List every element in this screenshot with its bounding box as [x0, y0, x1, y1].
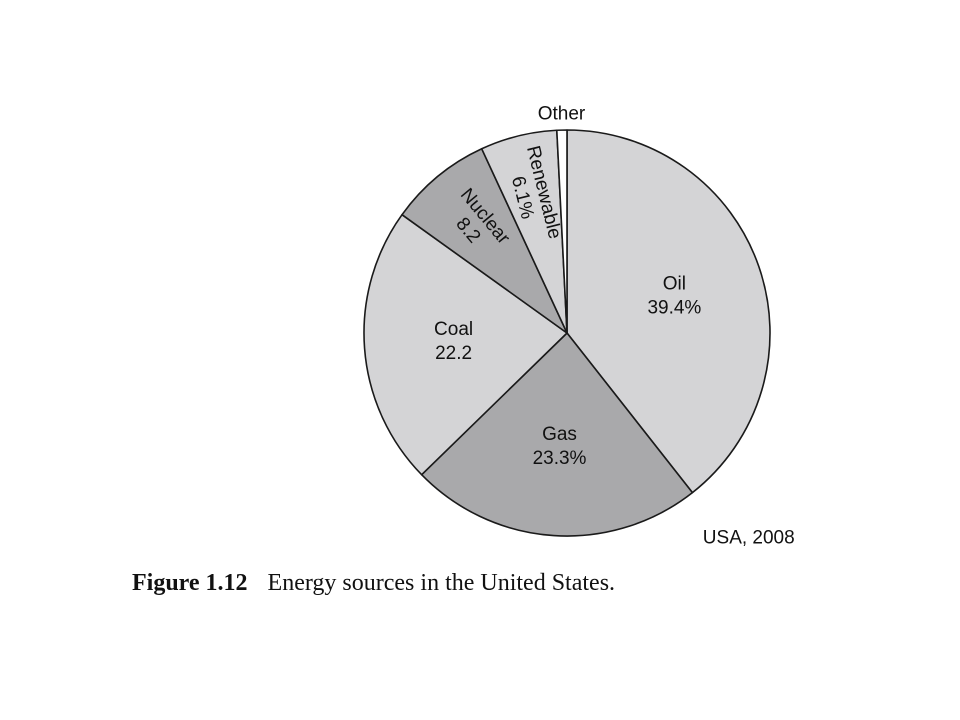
caption-text: Energy sources in the United States. — [267, 570, 616, 596]
figure-number: Figure 1.12 — [132, 570, 248, 596]
pie-slice-other — [556, 129, 568, 334]
pie-label-gas-name: Gas — [542, 424, 577, 445]
pie-slice-coal — [363, 213, 568, 476]
pie-label-coal-name: Coal — [434, 319, 473, 340]
pie-slice-nuclear — [401, 147, 568, 334]
pie-label-oil-name: Oil — [663, 273, 686, 294]
pie-slice-oil — [566, 129, 771, 494]
pie-label-oil-value: 39.4% — [647, 297, 701, 318]
pie-label-other-name: Other — [538, 104, 586, 125]
figure-caption: Figure 1.12 Energy sources in the United … — [132, 570, 615, 597]
pie-slice-gas — [420, 332, 694, 537]
chart-note: USA, 2008 — [703, 527, 795, 548]
pie-label-gas-value: 23.3% — [533, 448, 587, 469]
pie-label-coal-value: 22.2 — [435, 343, 472, 364]
